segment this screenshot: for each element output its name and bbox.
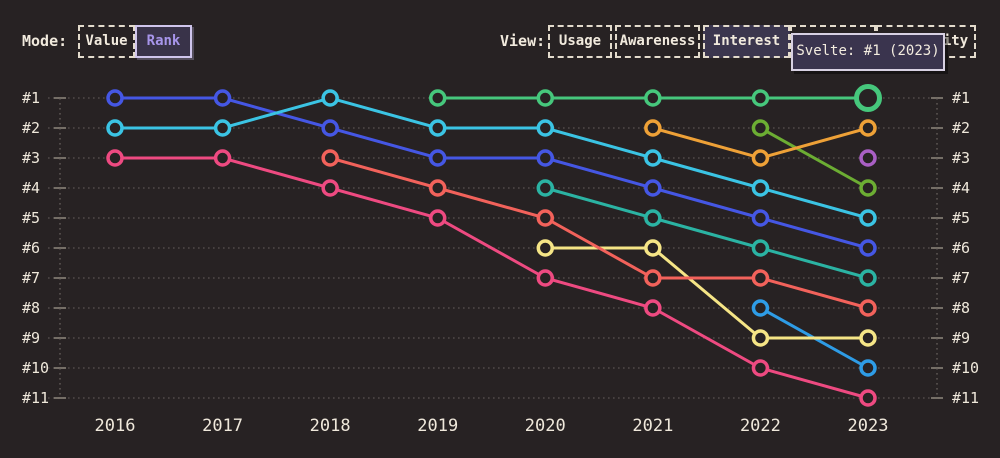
right-rank-label: #11 <box>952 389 979 407</box>
right-rank-label: #6 <box>952 239 970 257</box>
view-button-interest[interactable]: Interest <box>703 25 790 58</box>
data-point-svelte-green-2021[interactable] <box>644 89 662 107</box>
data-point-blue-2022[interactable] <box>751 209 770 227</box>
series-line-blue <box>113 96 870 250</box>
series-line-olive <box>758 126 870 190</box>
x-axis-year-label: 2019 <box>417 416 458 436</box>
data-point-yellow-2022[interactable] <box>751 329 770 347</box>
right-rank-label: #7 <box>952 269 970 287</box>
data-point-blue-2020[interactable] <box>536 149 555 167</box>
data-point-salmon-2020[interactable] <box>536 209 555 227</box>
left-rank-label: #9 <box>22 329 40 347</box>
left-rank-label: #6 <box>22 239 40 257</box>
data-point-orange-2022[interactable] <box>751 149 770 167</box>
view-button-usage[interactable]: Usage <box>548 25 612 58</box>
x-axis-year-label: 2016 <box>95 416 136 436</box>
mode-button-value[interactable]: Value <box>78 25 135 58</box>
data-point-pink-2018[interactable] <box>321 179 339 197</box>
series-line-teal <box>543 186 870 280</box>
right-rank-label: #3 <box>952 149 970 167</box>
data-point-cyan-2020[interactable] <box>536 119 555 137</box>
data-point-pink-2021[interactable] <box>644 299 662 317</box>
data-point-sky-2022[interactable] <box>751 299 770 317</box>
data-point-yellow-2023[interactable] <box>859 329 877 347</box>
left-rank-label: #11 <box>22 389 49 407</box>
data-point-pink-2017[interactable] <box>213 149 232 167</box>
data-point-salmon-2022[interactable] <box>751 269 770 287</box>
data-point-teal-2023[interactable] <box>859 269 877 287</box>
series-line-salmon <box>328 156 870 310</box>
x-axis-year-label: 2022 <box>740 416 781 436</box>
data-point-salmon-2018[interactable] <box>321 149 339 167</box>
data-point-salmon-2023[interactable] <box>859 299 877 317</box>
data-point-blue-2019[interactable] <box>428 149 447 167</box>
x-axis-year-label: 2023 <box>848 416 889 436</box>
data-point-olive-2022[interactable] <box>751 119 770 137</box>
data-point-svelte-green-2022[interactable] <box>751 89 770 107</box>
series-line-pink <box>113 156 870 400</box>
data-point-yellow-2020[interactable] <box>536 239 555 257</box>
data-point-svelte-green-2020[interactable] <box>536 89 555 107</box>
data-point-svelte-green-2019[interactable] <box>428 89 447 107</box>
data-point-blue-2018[interactable] <box>321 119 339 137</box>
data-point-pink-2019[interactable] <box>428 209 447 227</box>
right-rank-label: #10 <box>952 359 979 377</box>
chart-tooltip: Svelte: #1 (2023) <box>791 33 945 71</box>
data-point-pink-2022[interactable] <box>751 359 770 377</box>
right-rank-label: #8 <box>952 299 970 317</box>
data-point-teal-2022[interactable] <box>751 239 770 257</box>
series-line-cyan <box>113 96 870 220</box>
data-point-teal-2021[interactable] <box>644 209 662 227</box>
data-point-pink-2016[interactable] <box>106 149 124 167</box>
x-axis-year-label: 2018 <box>310 416 351 436</box>
data-point-orange-2021[interactable] <box>644 119 662 137</box>
data-point-cyan-2016[interactable] <box>106 119 124 137</box>
x-axis-year-label: 2021 <box>632 416 673 436</box>
x-axis-year-label: 2017 <box>202 416 243 436</box>
view-label: View: <box>500 32 546 50</box>
data-point-cyan-2019[interactable] <box>428 119 447 137</box>
data-point-teal-2020[interactable] <box>536 179 555 197</box>
left-rank-label: #8 <box>22 299 40 317</box>
right-rank-label: #4 <box>952 179 970 197</box>
left-rank-label: #3 <box>22 149 40 167</box>
left-rank-label: #2 <box>22 119 40 137</box>
data-point-pink-2023[interactable] <box>859 389 877 407</box>
left-rank-label: #7 <box>22 269 40 287</box>
left-rank-label: #1 <box>22 89 40 107</box>
data-point-orange-2023[interactable] <box>859 119 877 137</box>
right-rank-label: #9 <box>952 329 970 347</box>
data-point-purple-2023[interactable] <box>859 149 877 167</box>
left-rank-label: #4 <box>22 179 40 197</box>
data-point-yellow-2021[interactable] <box>644 239 662 257</box>
data-point-cyan-2017[interactable] <box>213 119 232 137</box>
data-point-cyan-2022[interactable] <box>751 179 770 197</box>
view-button-awareness[interactable]: Awareness <box>615 25 700 58</box>
mode-label: Mode: <box>22 32 68 50</box>
data-point-blue-2017[interactable] <box>213 89 232 107</box>
data-point-salmon-2019[interactable] <box>428 179 447 197</box>
x-axis-year-label: 2020 <box>525 416 566 436</box>
data-point-salmon-2021[interactable] <box>644 269 662 287</box>
data-point-sky-2023[interactable] <box>859 359 877 377</box>
data-point-svelte-green-2023[interactable] <box>854 84 882 112</box>
data-point-blue-2023[interactable] <box>859 239 877 257</box>
left-rank-label: #10 <box>22 359 49 377</box>
data-point-olive-2023[interactable] <box>859 179 877 197</box>
left-rank-label: #5 <box>22 209 40 227</box>
right-rank-label: #2 <box>952 119 970 137</box>
data-point-cyan-2018[interactable] <box>321 89 339 107</box>
right-rank-label: #1 <box>952 89 970 107</box>
data-point-pink-2020[interactable] <box>536 269 555 287</box>
data-point-cyan-2023[interactable] <box>859 209 877 227</box>
mode-button-rank[interactable]: Rank <box>135 25 192 58</box>
data-point-cyan-2021[interactable] <box>644 149 662 167</box>
right-rank-label: #5 <box>952 209 970 227</box>
data-point-blue-2021[interactable] <box>644 179 662 197</box>
data-point-blue-2016[interactable] <box>106 89 124 107</box>
